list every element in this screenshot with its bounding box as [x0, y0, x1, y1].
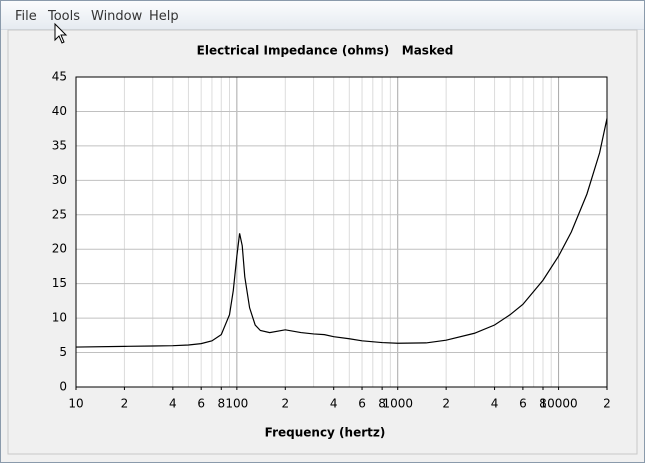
x-tick-label: 2 [442, 397, 450, 411]
x-tick-label: 4 [491, 397, 499, 411]
plot-area [76, 77, 607, 387]
x-tick-label: 1000 [382, 397, 413, 411]
x-tick-label: 2 [281, 397, 289, 411]
y-tick-label: 30 [52, 173, 67, 187]
impedance-curve [75, 118, 608, 348]
x-tick-label: 6 [197, 397, 205, 411]
x-tick-label: 2 [121, 397, 129, 411]
x-tick-label: 10 [68, 397, 83, 411]
x-tick-label: 8 [378, 397, 386, 411]
x-tick-label: 4 [330, 397, 338, 411]
x-tick-label: 6 [358, 397, 366, 411]
x-tick-label: 8 [539, 397, 547, 411]
menu-item[interactable]: Help [149, 9, 179, 24]
y-tick-label: 10 [52, 311, 67, 325]
x-axis-label: Frequency (hertz) [265, 426, 386, 440]
x-tick-label: 100 [225, 397, 248, 411]
menu-bar: File Tools Window Help [1, 1, 644, 30]
y-tick-label: 15 [52, 276, 67, 290]
y-tick-label: 35 [52, 138, 67, 152]
plot-frame [75, 76, 608, 388]
mouse-cursor [54, 22, 68, 44]
menu-item[interactable]: Tools [48, 9, 81, 24]
x-tick-label: 6 [519, 397, 527, 411]
y-tick-label: 40 [52, 104, 67, 118]
x-tick-label: 10000 [539, 397, 577, 411]
x-tick-label: 2 [603, 397, 611, 411]
x-tick-label: 4 [169, 397, 177, 411]
menu-item[interactable]: File [15, 9, 37, 24]
x-tick-label: 8 [217, 397, 225, 411]
y-tick-label: 25 [52, 207, 67, 221]
y-tick-label: 0 [59, 380, 67, 394]
y-tick-label: 45 [52, 70, 67, 84]
y-tick-label: 5 [59, 345, 67, 359]
y-tick-label: 20 [52, 242, 67, 256]
menu-item[interactable]: Window [91, 9, 143, 24]
chart-title: Electrical Impedance (ohms) Masked [197, 44, 454, 58]
